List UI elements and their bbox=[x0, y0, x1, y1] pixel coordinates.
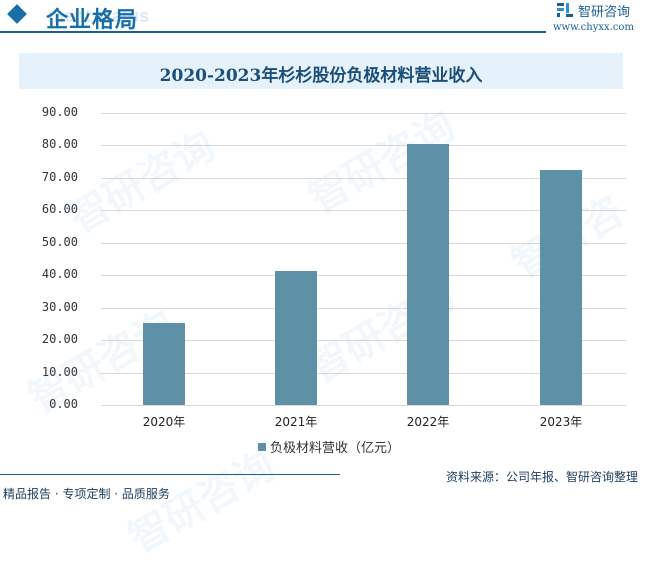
y-tick-label: 0.00 bbox=[49, 397, 78, 411]
header-ghost-text: ment status bbox=[48, 6, 150, 26]
legend: 负极材料营收（亿元） bbox=[258, 437, 400, 456]
gridline bbox=[101, 145, 626, 147]
y-tick-label: 50.00 bbox=[41, 234, 78, 249]
gridline bbox=[101, 372, 626, 374]
header: ment status 企业格局 智研咨询 www.chyxx.com bbox=[0, 0, 646, 40]
gridline bbox=[101, 340, 626, 342]
watermark: 智研咨询 bbox=[504, 187, 632, 338]
x-tick-label: 2023年 bbox=[539, 415, 583, 429]
x-tick-label: 2022年 bbox=[406, 415, 450, 429]
bar bbox=[407, 143, 449, 405]
y-tick-label: 60.00 bbox=[41, 202, 78, 217]
y-tick-label: 30.00 bbox=[41, 299, 78, 314]
x-tick-label: 2020年 bbox=[142, 415, 186, 429]
footer-divider bbox=[0, 474, 340, 475]
y-tick-label: 40.00 bbox=[41, 267, 78, 282]
gridline bbox=[101, 275, 626, 277]
logo-icon bbox=[557, 3, 573, 17]
gridline bbox=[101, 210, 626, 212]
bar bbox=[143, 322, 185, 405]
bar-chart: 0.00 10.00 20.00 30.00 40.00 50.00 60.00 70.00 8… bbox=[21, 103, 632, 563]
chart-title: 2020-2023年杉杉股份负极材料营业收入 bbox=[159, 66, 483, 86]
y-tick-label: 90.00 bbox=[41, 105, 78, 119]
gridline bbox=[101, 405, 626, 406]
legend-swatch-icon bbox=[258, 443, 266, 451]
y-tick-label: 20.00 bbox=[41, 332, 78, 347]
logo-name: 智研咨询 bbox=[578, 5, 631, 20]
bar bbox=[540, 170, 582, 405]
bar bbox=[275, 271, 317, 405]
source-note: 资料来源：公司年报、智研咨询整理 bbox=[445, 470, 638, 484]
watermark: 智研咨询 bbox=[61, 122, 223, 243]
y-tick-label: 10.00 bbox=[41, 364, 78, 379]
y-tick-label: 70.00 bbox=[41, 169, 78, 184]
logo-url: www.chyxx.com bbox=[553, 22, 634, 33]
y-tick-label: 80.00 bbox=[41, 137, 78, 152]
chart-title-band: 2020-2023年杉杉股份负极材料营业收入 bbox=[19, 53, 623, 89]
x-tick-label: 2021年 bbox=[274, 415, 318, 429]
footer-slogan: 精品报告 · 专项定制 · 品质服务 bbox=[3, 487, 170, 501]
section-title: 企业格局 bbox=[46, 8, 139, 33]
gridline bbox=[101, 113, 626, 114]
legend-label: 负极材料营收（亿元） bbox=[270, 441, 401, 456]
gridline bbox=[101, 242, 626, 244]
header-divider bbox=[0, 31, 546, 33]
gridline bbox=[101, 307, 626, 309]
gridline bbox=[101, 177, 626, 179]
